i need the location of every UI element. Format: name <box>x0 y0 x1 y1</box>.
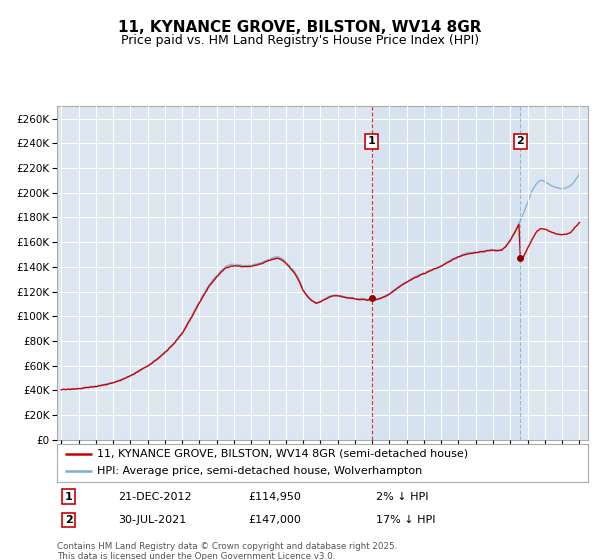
Text: 17% ↓ HPI: 17% ↓ HPI <box>376 515 435 525</box>
Text: 1: 1 <box>368 137 376 146</box>
Text: 21-DEC-2012: 21-DEC-2012 <box>118 492 191 502</box>
Text: 2: 2 <box>517 137 524 146</box>
Text: Price paid vs. HM Land Registry's House Price Index (HPI): Price paid vs. HM Land Registry's House … <box>121 34 479 46</box>
Text: £147,000: £147,000 <box>248 515 301 525</box>
Bar <box>371 106 520 440</box>
Text: 11, KYNANCE GROVE, BILSTON, WV14 8GR (semi-detached house): 11, KYNANCE GROVE, BILSTON, WV14 8GR (se… <box>97 449 468 459</box>
Text: HPI: Average price, semi-detached house, Wolverhampton: HPI: Average price, semi-detached house,… <box>97 466 422 477</box>
Text: 11, KYNANCE GROVE, BILSTON, WV14 8GR: 11, KYNANCE GROVE, BILSTON, WV14 8GR <box>118 20 482 35</box>
Text: 2% ↓ HPI: 2% ↓ HPI <box>376 492 428 502</box>
Text: 30-JUL-2021: 30-JUL-2021 <box>118 515 187 525</box>
Text: £114,950: £114,950 <box>248 492 301 502</box>
Text: 1: 1 <box>65 492 73 502</box>
Text: 2: 2 <box>65 515 73 525</box>
Text: Contains HM Land Registry data © Crown copyright and database right 2025.
This d: Contains HM Land Registry data © Crown c… <box>57 542 397 560</box>
